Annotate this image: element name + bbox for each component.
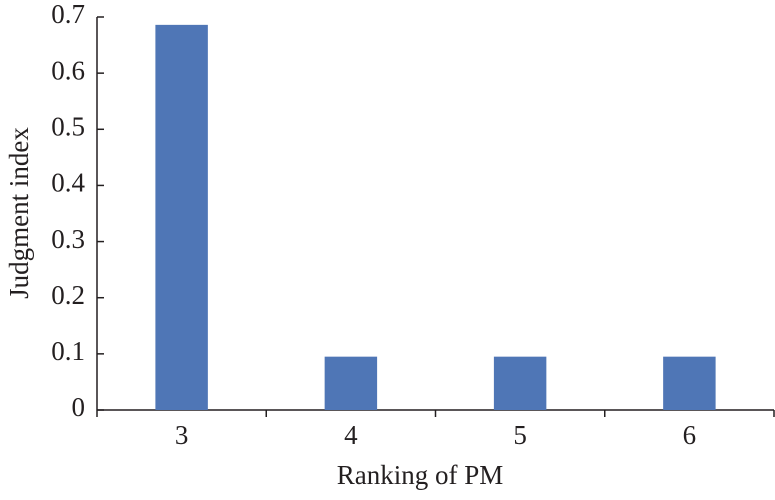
x-tick-label: 5	[513, 420, 527, 450]
bar	[493, 356, 547, 410]
y-tick-label: 0.1	[51, 336, 85, 366]
x-tick-label: 6	[683, 420, 697, 450]
bar	[324, 356, 378, 410]
y-tick-label: 0.7	[51, 0, 85, 29]
x-axis-label: Ranking of PM	[337, 460, 504, 490]
y-axis-label: Judgment index	[4, 127, 34, 299]
y-tick-label: 0.4	[51, 168, 85, 198]
bar	[155, 24, 208, 411]
y-tick-label: 0	[72, 392, 86, 422]
y-tick-label: 0.5	[51, 111, 85, 141]
x-tick-label: 4	[344, 420, 358, 450]
bar	[663, 356, 716, 410]
x-tick-label: 3	[175, 420, 189, 450]
y-tick-label: 0.3	[51, 224, 85, 254]
y-tick-label: 0.2	[51, 280, 85, 310]
y-tick-label: 0.6	[51, 55, 85, 85]
